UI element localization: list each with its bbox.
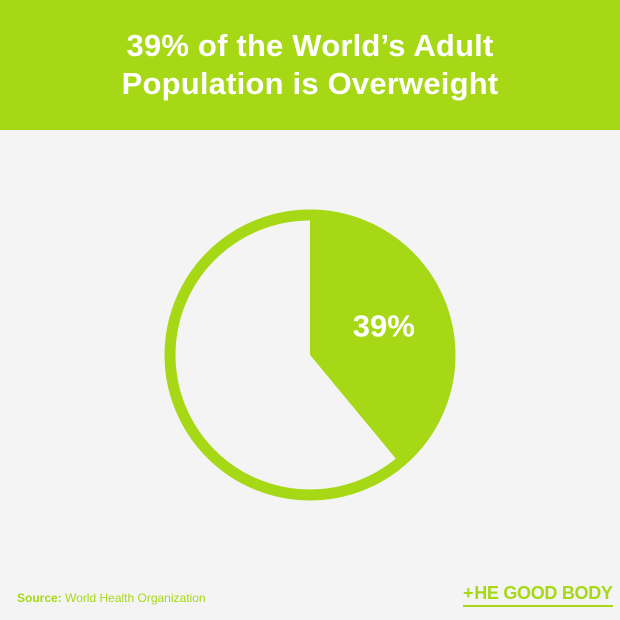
source-label: Source: — [17, 591, 62, 605]
pie-outline — [164, 209, 456, 501]
pie-chart: 39% — [164, 209, 456, 501]
brand-name: HE GOOD BODY — [474, 583, 613, 603]
source-text: World Health Organization — [65, 591, 206, 605]
pie-slice-1 — [170, 215, 400, 495]
chart-title-line-2: Population is Overweight — [121, 66, 499, 101]
chart-title-line-1: 39% of the World’s Adult — [126, 28, 494, 63]
pie-slice-label-0: 39% — [353, 309, 415, 344]
plus-icon: + — [463, 583, 474, 603]
header-banner: 39% of the World’s Adult Population is O… — [0, 0, 620, 130]
pie-slice-0 — [310, 215, 450, 463]
source-note: Source: World Health Organization — [17, 591, 206, 605]
brand-logo: + HE GOOD BODY — [463, 583, 613, 607]
